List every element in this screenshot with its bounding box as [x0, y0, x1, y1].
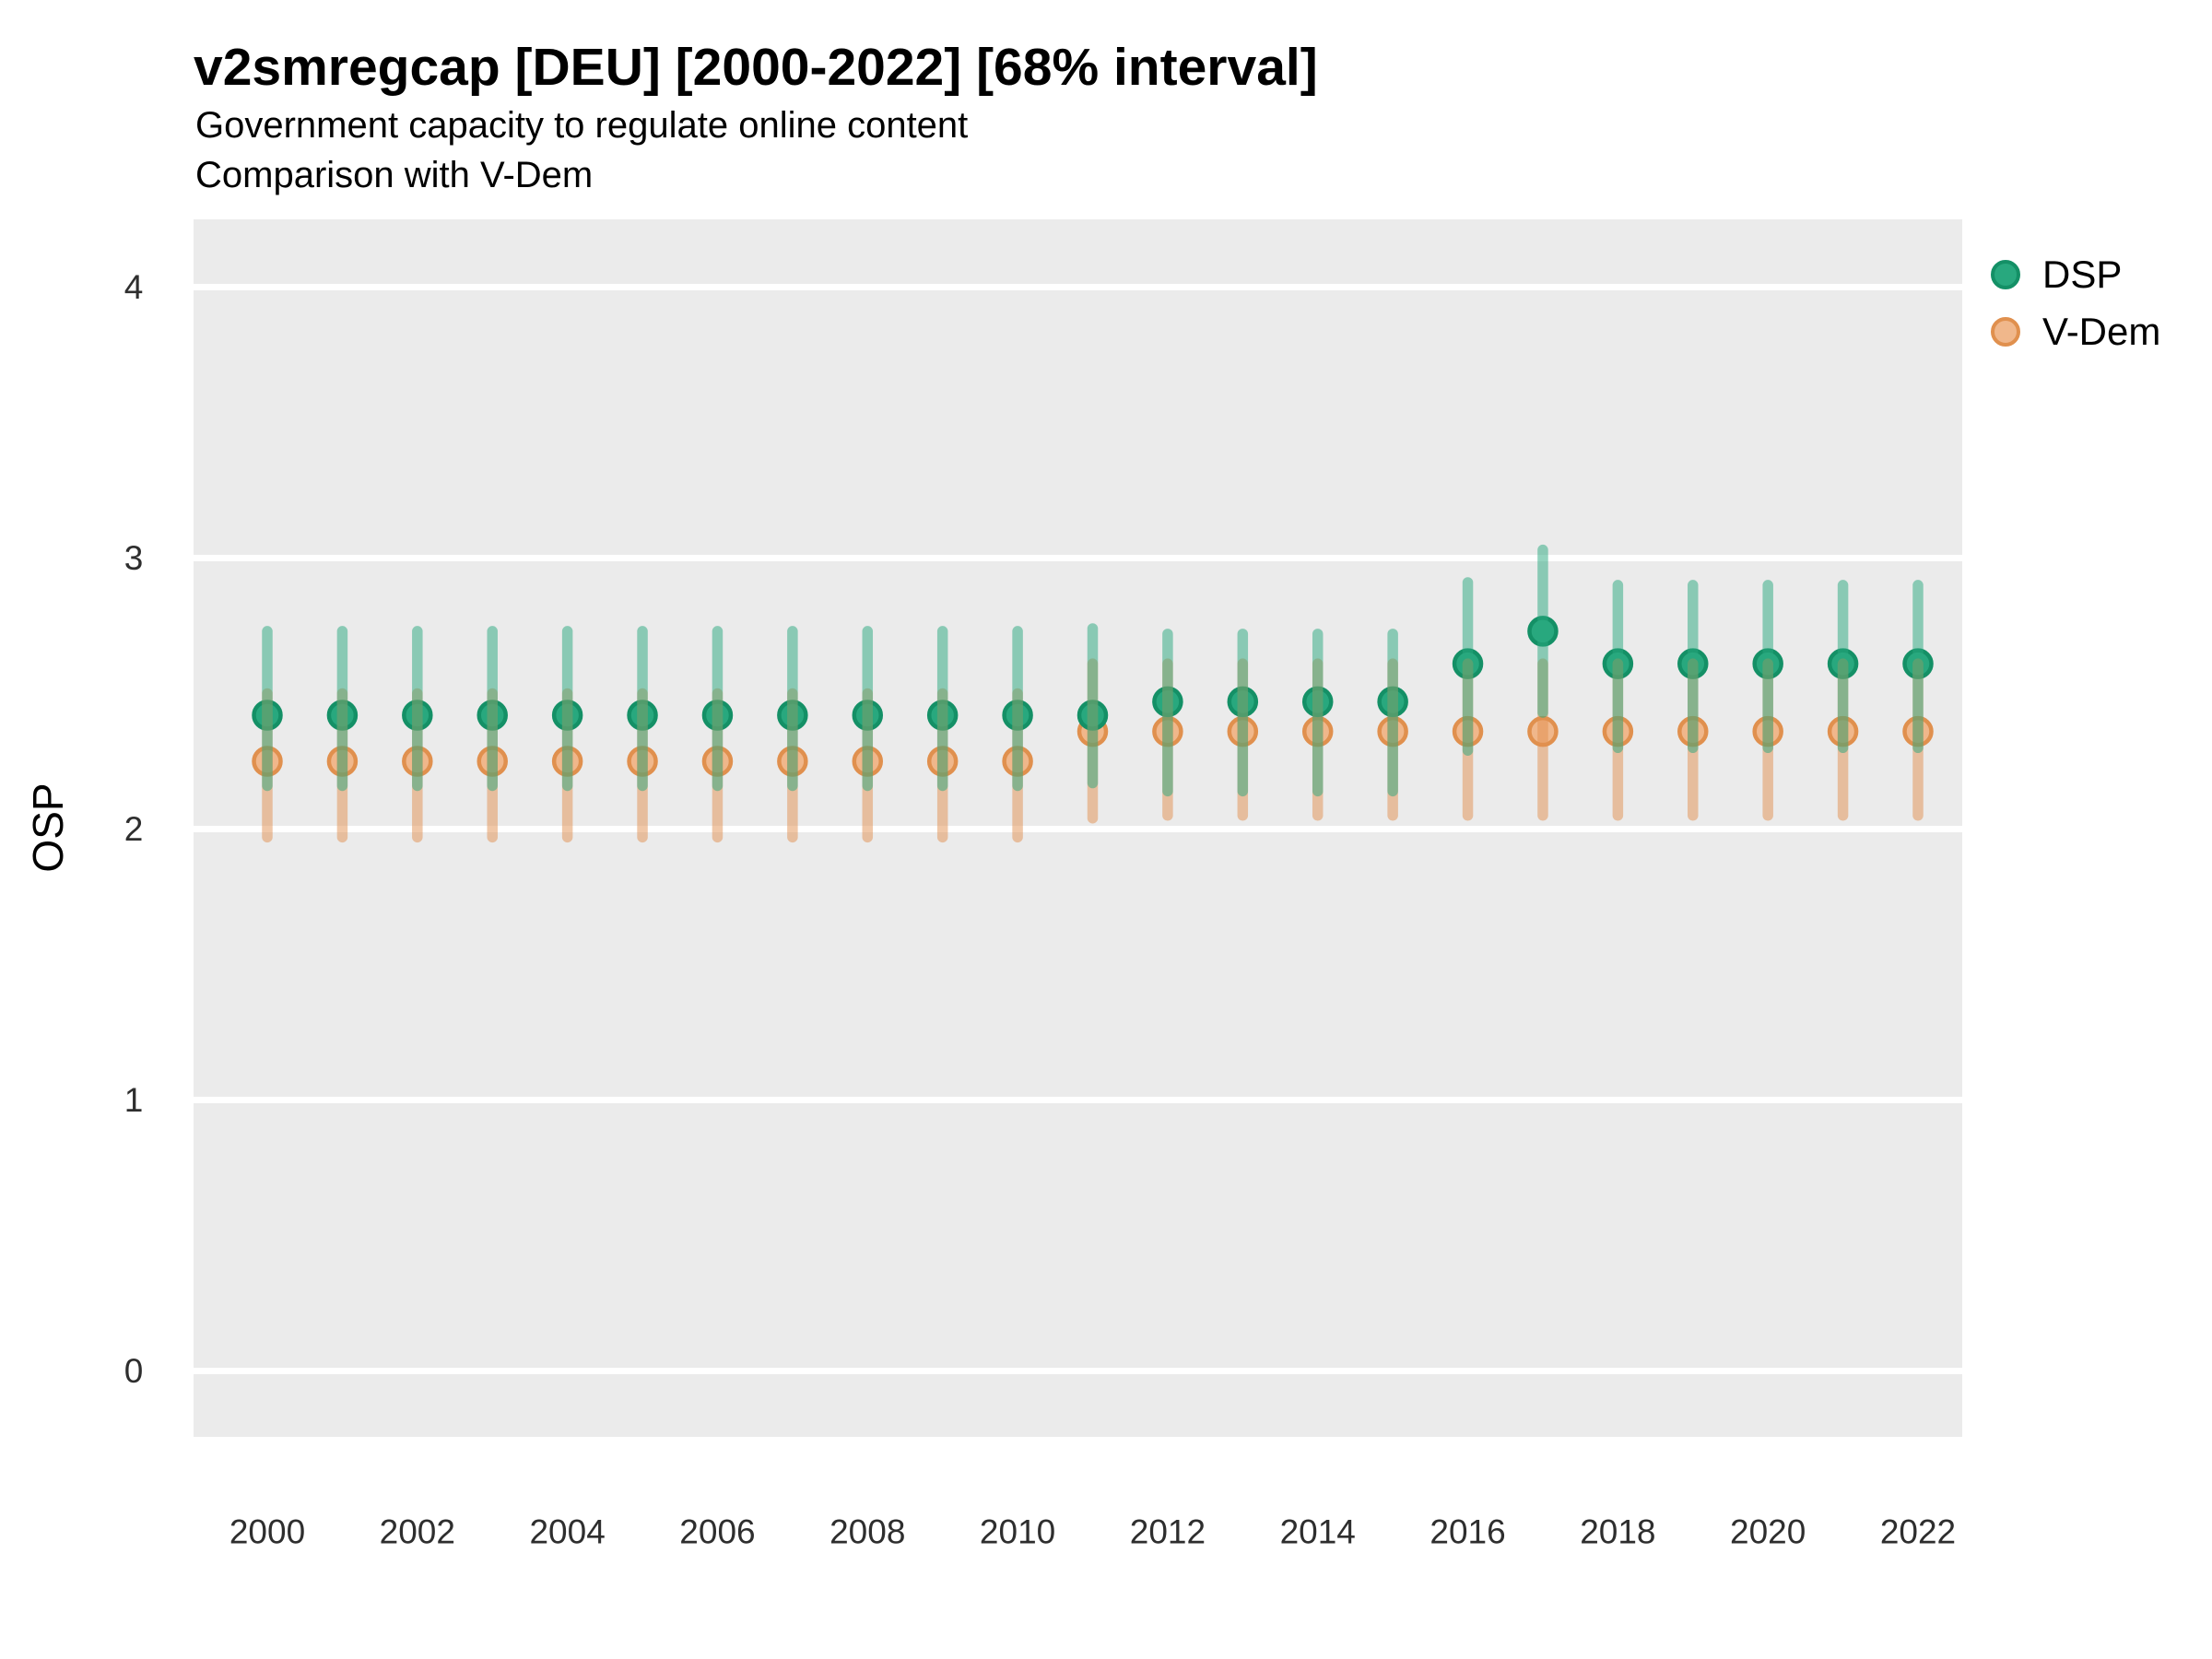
y-tick-label: 1 — [124, 1081, 144, 1119]
legend-item-dsp: DSP — [1991, 246, 2160, 303]
x-tick-label: 2018 — [1580, 1513, 1655, 1551]
y-axis-title: OSP — [24, 782, 72, 873]
x-tick-label: 2002 — [380, 1513, 455, 1551]
y-tick-label: 2 — [124, 810, 144, 848]
y-tick-label: 4 — [124, 268, 144, 306]
chart-subtitle-line1: Government capacity to regulate online c… — [195, 105, 969, 146]
x-tick-label: 2022 — [1880, 1513, 1956, 1551]
x-tick-label: 2012 — [1130, 1513, 1206, 1551]
x-tick-label: 2010 — [980, 1513, 1055, 1551]
x-tick-label: 2020 — [1730, 1513, 1806, 1551]
legend-dot-vdem — [1991, 317, 2020, 347]
y-tick-label: 0 — [124, 1352, 144, 1390]
legend-item-vdem: V-Dem — [1991, 303, 2160, 360]
chart-title: v2smregcap [DEU] [2000-2022] [68% interv… — [194, 38, 1318, 97]
x-tick-label: 2000 — [229, 1513, 305, 1551]
legend-dot-dsp — [1991, 260, 2020, 289]
chart-subtitle-line2: Comparison with V-Dem — [195, 155, 594, 195]
x-tick-label: 2004 — [529, 1513, 605, 1551]
y-tick-label: 3 — [124, 539, 144, 577]
x-tick-label: 2014 — [1280, 1513, 1356, 1551]
x-tick-label: 2008 — [830, 1513, 905, 1551]
legend: DSP V-Dem — [1991, 246, 2160, 360]
legend-label-dsp: DSP — [2042, 253, 2123, 296]
x-tick-label: 2016 — [1430, 1513, 1505, 1551]
legend-label-vdem: V-Dem — [2042, 310, 2161, 353]
x-tick-label: 2006 — [679, 1513, 755, 1551]
